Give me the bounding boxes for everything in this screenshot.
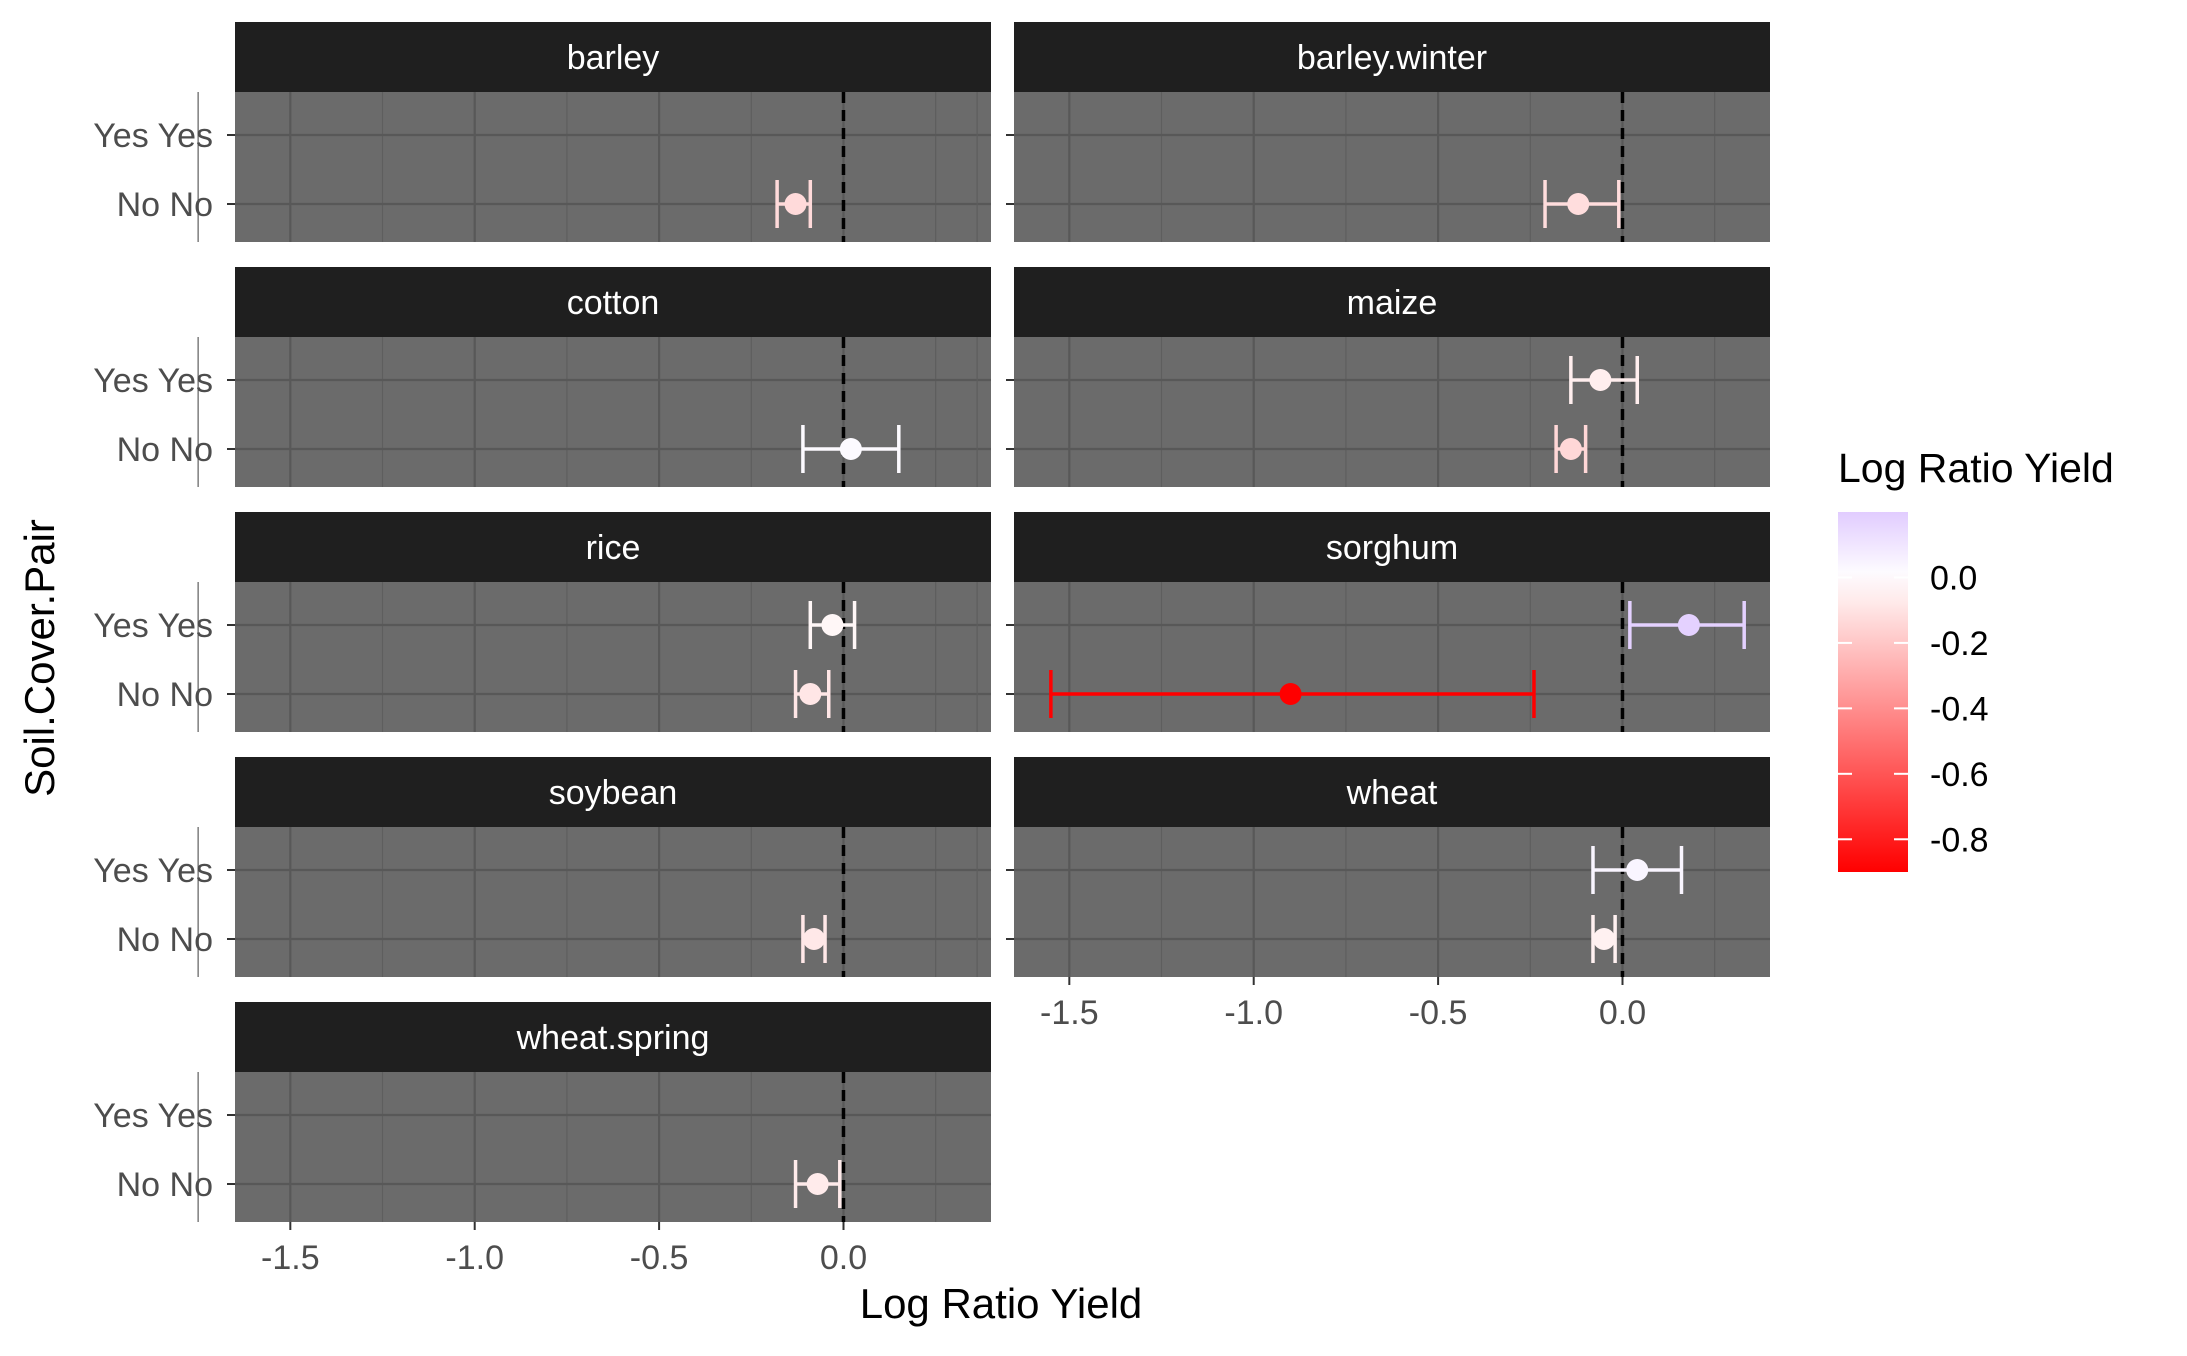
facet-strip <box>235 512 991 582</box>
y-tick-label: No No <box>117 676 213 714</box>
legend-tick-label: -0.8 <box>1930 821 1989 859</box>
y-axis-title: Soil.Cover.Pair <box>16 519 63 797</box>
facet-strip <box>235 757 991 827</box>
point-marker <box>799 683 822 705</box>
facet-strip-label: wheat.spring <box>516 1019 710 1057</box>
y-tick-label: No No <box>117 1166 213 1204</box>
data-point-wheat-no-no <box>1591 915 1617 963</box>
facet-strip <box>1014 267 1770 337</box>
facet-strip <box>235 1002 991 1072</box>
facet-strip <box>1014 22 1770 92</box>
facet-panel <box>1014 337 1770 487</box>
data-point-sorghum-yes-yes <box>1628 601 1746 649</box>
y-tick-label: Yes Yes <box>93 362 213 400</box>
facet-strip <box>1014 757 1770 827</box>
data-point-barley-no-no <box>775 180 813 228</box>
facet-wheat: wheat <box>976 757 1770 977</box>
y-tick-label: No No <box>117 921 213 959</box>
point-marker <box>1589 369 1612 391</box>
x-tick-label: -1.0 <box>445 1239 504 1277</box>
point-marker <box>821 614 844 636</box>
facet-panel <box>235 337 991 487</box>
x-tick-label: 0.0 <box>820 1239 867 1277</box>
facet-rice: rice Yes Yes No No <box>93 512 991 732</box>
data-point-wheat-spring-no-no <box>793 1160 842 1208</box>
x-axis-right: -1.5 -1.0 -0.5 0.0 <box>1040 977 1646 1032</box>
data-point-sorghum-no-no <box>1049 670 1536 718</box>
axes-layer: -1.5 -1.0 -0.5 0.0 -1.5 -1.0 -0.5 0.0 <box>261 977 1646 1277</box>
point-marker <box>1593 928 1616 950</box>
point-marker <box>1559 438 1582 460</box>
facet-cotton: cotton Yes Yes No No <box>93 267 991 487</box>
x-tick-label: -1.0 <box>1224 994 1283 1032</box>
x-tick-label: -1.5 <box>261 1239 320 1277</box>
x-tick-label: -1.5 <box>1040 994 1099 1032</box>
point-marker <box>802 928 825 950</box>
x-tick-label: 0.0 <box>1599 994 1646 1032</box>
data-point-rice-no-no <box>793 670 831 718</box>
point-marker <box>839 438 862 460</box>
data-point-barley-winter-no-no <box>1543 180 1621 228</box>
point-marker <box>1279 683 1302 705</box>
y-tick-label: Yes Yes <box>93 607 213 645</box>
facets-layer: barley Yes Yes No No barley.winter cotton Yes… <box>93 22 1770 1222</box>
point-marker <box>1567 193 1590 215</box>
facet-maize: maize <box>976 267 1770 487</box>
facet-panel <box>1014 92 1770 242</box>
facet-panel <box>235 827 991 977</box>
data-point-soybean-no-no <box>801 915 827 963</box>
facet-strip <box>235 267 991 337</box>
legend-colorbar <box>1838 512 1908 872</box>
data-point-maize-no-no <box>1554 425 1588 473</box>
data-point-rice-yes-yes <box>808 601 857 649</box>
data-point-maize-yes-yes <box>1569 356 1639 404</box>
y-tick-label: Yes Yes <box>93 117 213 155</box>
legend-tick-label: -0.2 <box>1930 625 1989 663</box>
facet-panel <box>235 1072 991 1222</box>
legend-title: Log Ratio Yield <box>1838 445 2114 491</box>
x-axis-left: -1.5 -1.0 -0.5 0.0 <box>261 1222 867 1277</box>
facet-strip <box>235 22 991 92</box>
facet-soybean: soybean Yes Yes No No <box>93 757 991 977</box>
legend: Log Ratio Yield 0.0 -0.2 -0.4 -0.6 -0.8 <box>1838 445 2114 872</box>
point-marker <box>784 193 807 215</box>
facet-strip-label: rice <box>586 529 641 567</box>
facet-panel <box>1014 582 1770 732</box>
x-tick-label: -0.5 <box>1409 994 1468 1032</box>
facet-strip-label: maize <box>1347 284 1438 322</box>
facet-panel <box>1014 827 1770 977</box>
legend-tick-label: -0.6 <box>1930 756 1989 794</box>
facet-strip-label: barley.winter <box>1297 39 1487 77</box>
data-point-cotton-no-no <box>801 425 901 473</box>
y-tick-label: Yes Yes <box>93 1097 213 1135</box>
y-tick-label: No No <box>117 186 213 224</box>
facet-strip-label: wheat <box>1346 774 1438 812</box>
facet-strip-label: soybean <box>549 774 678 812</box>
facet-strip <box>1014 512 1770 582</box>
facet-barley-winter: barley.winter <box>976 22 1770 242</box>
point-marker <box>1677 614 1700 636</box>
facet-strip-label: sorghum <box>1326 529 1458 567</box>
y-tick-label: Yes Yes <box>93 852 213 890</box>
x-tick-label: -0.5 <box>630 1239 689 1277</box>
x-axis-title: Log Ratio Yield <box>860 1280 1143 1327</box>
facet-strip-label: barley <box>567 39 660 77</box>
facet-strip-label: cotton <box>567 284 660 322</box>
legend-tick-label: -0.4 <box>1930 690 1989 728</box>
facet-wheat-spring: wheat.spring Yes Yes No No <box>93 1002 991 1222</box>
point-marker <box>1626 859 1649 881</box>
facet-sorghum: sorghum <box>976 512 1770 732</box>
point-marker <box>806 1173 829 1195</box>
legend-tick-label: 0.0 <box>1930 559 1977 597</box>
y-tick-label: No No <box>117 431 213 469</box>
facet-barley: barley Yes Yes No No <box>93 22 991 242</box>
data-point-wheat-yes-yes <box>1591 846 1684 894</box>
facet-panel <box>235 582 991 732</box>
facet-panel <box>235 92 991 242</box>
